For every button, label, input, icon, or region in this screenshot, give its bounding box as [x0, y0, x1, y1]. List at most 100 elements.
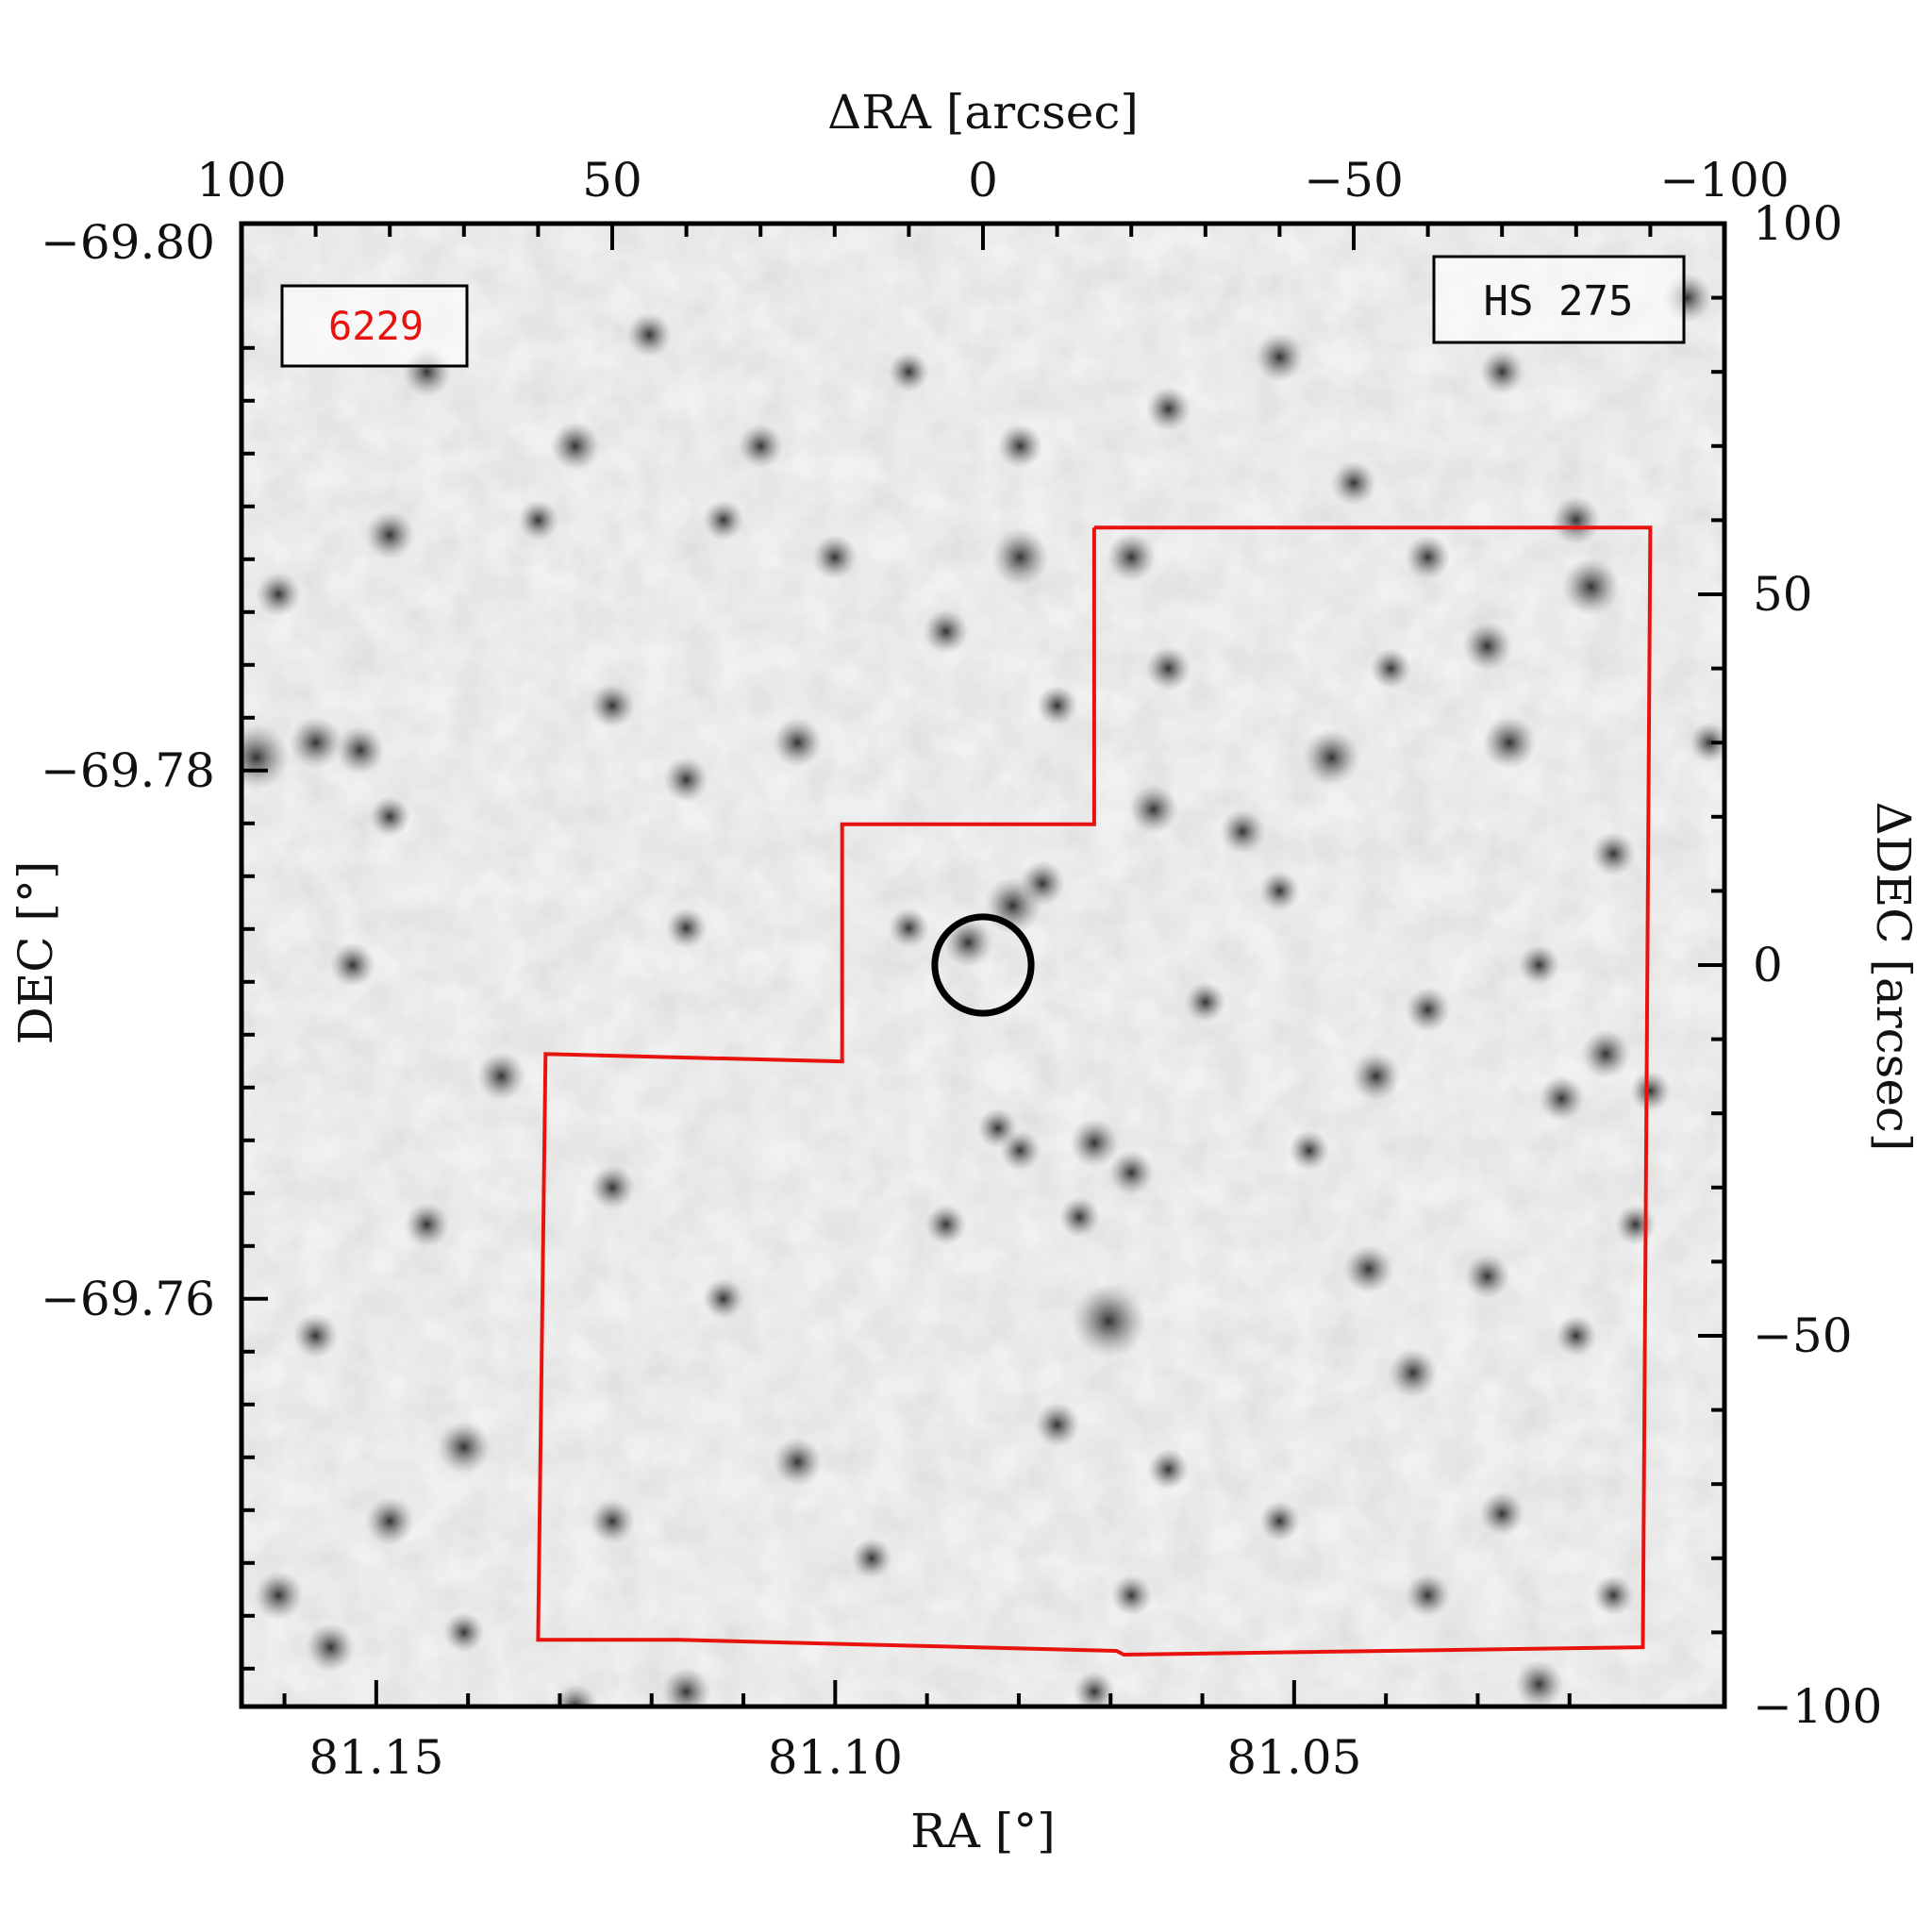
star-81 [552, 1683, 598, 1707]
left-tick-label: −69.78 [41, 743, 215, 798]
right-axis-title: ΔDEC [arcsec] [1866, 802, 1921, 1152]
tick-marks [240, 222, 1726, 1708]
star-39 [1551, 495, 1602, 545]
star-41 [773, 717, 823, 768]
star-5 [1482, 715, 1537, 770]
star-64 [1479, 349, 1525, 395]
image-noise [242, 224, 1724, 1707]
star-78 [442, 1611, 485, 1654]
star-7 [1462, 621, 1512, 672]
star-13 [1108, 1149, 1155, 1196]
star-56 [289, 715, 343, 770]
star-83 [1514, 1659, 1564, 1707]
footprint-outline [536, 525, 1653, 1657]
star-28 [1110, 1574, 1153, 1617]
star-61 [888, 351, 930, 393]
star-32 [589, 1164, 636, 1211]
star-48 [976, 1107, 1019, 1149]
star-55 [329, 941, 376, 989]
left-tick-label: −69.76 [41, 1272, 215, 1326]
star-33 [924, 1204, 967, 1246]
star-74 [292, 1312, 339, 1359]
star-38 [1405, 534, 1451, 580]
star-70 [997, 423, 1043, 469]
star-62 [1145, 386, 1191, 432]
star-35 [1036, 684, 1078, 726]
star-66 [256, 571, 302, 618]
star-77 [305, 1622, 356, 1673]
star-14 [1058, 1196, 1101, 1239]
star-21 [1405, 987, 1451, 1033]
name-label-text: HS 275 [1484, 277, 1634, 325]
star-20 [1518, 944, 1560, 986]
star-29 [773, 1437, 823, 1487]
star-4 [1351, 1051, 1401, 1102]
star-79 [661, 1666, 711, 1707]
right-tick-label: 0 [1753, 938, 1783, 992]
star-12 [1069, 1118, 1120, 1168]
id-label-box: 6229 [280, 284, 469, 368]
star-15 [1580, 1028, 1631, 1079]
star-10 [1388, 1347, 1439, 1398]
star-86 [335, 724, 386, 775]
star-47 [589, 682, 636, 729]
star-67 [364, 509, 415, 560]
star-52 [851, 1537, 893, 1579]
star-26 [1592, 1574, 1635, 1617]
star-11 [1219, 808, 1266, 855]
top-tick-label: −100 [1659, 153, 1789, 208]
top-tick-label: 100 [196, 153, 286, 208]
star-16 [1629, 1070, 1672, 1112]
star-71 [1106, 532, 1157, 583]
star-6 [1561, 558, 1621, 616]
star-18 [1184, 981, 1226, 1024]
star-19 [1258, 870, 1301, 912]
star-76 [364, 1496, 415, 1546]
star-9 [1343, 1243, 1394, 1294]
star-24 [1258, 1500, 1301, 1542]
star-37 [1370, 647, 1412, 690]
star-69 [738, 423, 784, 469]
right-tick-label: −50 [1753, 1308, 1853, 1363]
star-42 [663, 757, 709, 803]
star-17 [1464, 1253, 1510, 1300]
star-44 [888, 907, 930, 949]
star-75 [437, 1420, 491, 1474]
star-36 [1145, 645, 1191, 691]
star-57 [369, 795, 411, 838]
star-73 [404, 1201, 450, 1248]
star-60 [626, 311, 673, 358]
left-tick-label: −69.80 [41, 215, 215, 270]
star-3 [1072, 1283, 1147, 1358]
top-tick-label: −50 [1304, 153, 1404, 208]
bottom-axis-title: RA [°] [910, 1804, 1056, 1858]
star-58 [550, 421, 601, 472]
name-label-box: HS 275 [1432, 255, 1686, 344]
star-80 [253, 1570, 304, 1621]
top-axis-title: ΔRA [arcsec] [827, 85, 1139, 140]
star-43 [665, 907, 708, 949]
star-85 [242, 724, 290, 791]
plot-area [242, 224, 1724, 1707]
star-31 [702, 1277, 744, 1320]
star-46 [702, 499, 744, 541]
right-tick-label: −100 [1753, 1679, 1882, 1734]
star-30 [589, 1498, 636, 1544]
star-68 [517, 499, 559, 541]
star-51 [1614, 1204, 1657, 1246]
star-40 [923, 608, 969, 655]
star-88 [1590, 830, 1637, 877]
star-1 [1128, 784, 1179, 835]
top-tick-label: 0 [968, 153, 998, 208]
left-axis-title: DEC [°] [8, 861, 63, 1045]
star-23 [1147, 1448, 1190, 1491]
bottom-tick-label: 81.10 [768, 1730, 903, 1785]
star-63 [1255, 332, 1305, 382]
right-tick-label: 50 [1753, 567, 1813, 622]
stars-layer [242, 273, 1724, 1707]
star-82 [1073, 1671, 1115, 1707]
target-circle [931, 913, 1035, 1017]
star-72 [475, 1051, 526, 1102]
top-tick-label: 50 [582, 153, 642, 208]
